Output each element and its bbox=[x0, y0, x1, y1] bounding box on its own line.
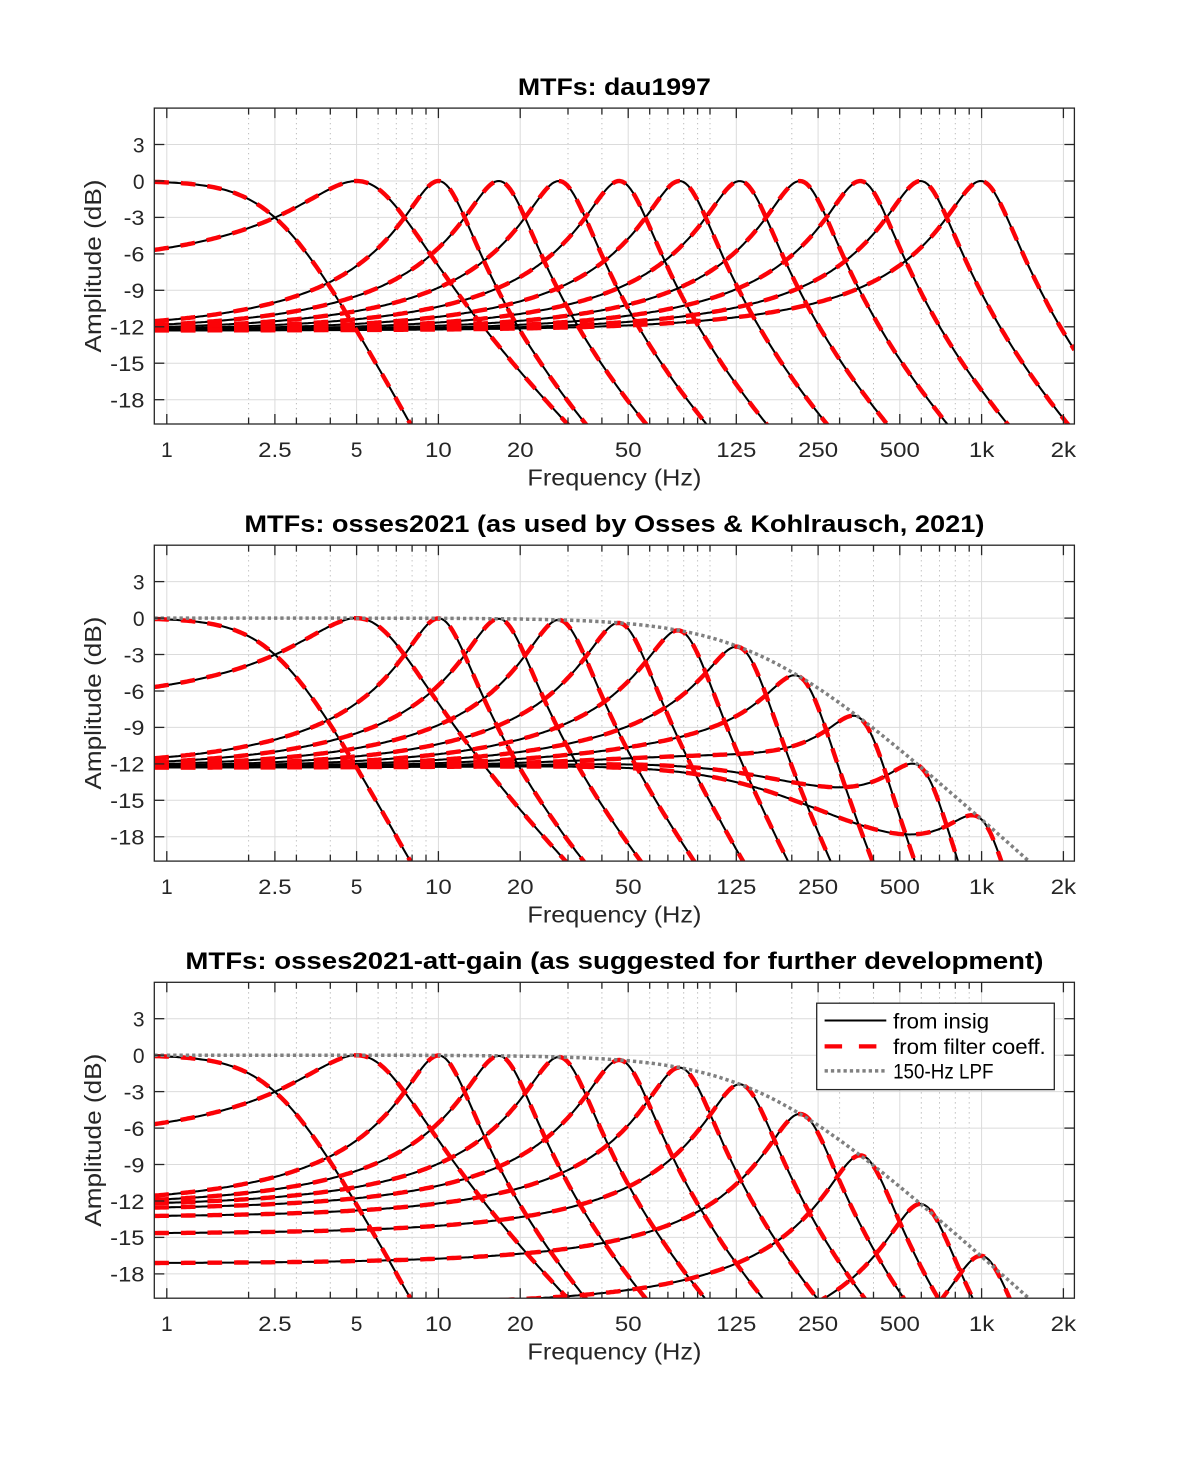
svg-text:MTFs: dau1997: MTFs: dau1997 bbox=[518, 74, 711, 101]
svg-text:5: 5 bbox=[351, 876, 363, 899]
svg-text:1: 1 bbox=[161, 876, 173, 899]
svg-text:Amplitude (dB): Amplitude (dB) bbox=[80, 1054, 106, 1227]
svg-text:10: 10 bbox=[425, 1313, 452, 1336]
svg-text:20: 20 bbox=[507, 1313, 534, 1336]
svg-text:-9: -9 bbox=[124, 717, 145, 740]
svg-text:250: 250 bbox=[798, 439, 838, 462]
svg-text:3: 3 bbox=[133, 1009, 145, 1032]
svg-text:2.5: 2.5 bbox=[258, 1313, 291, 1336]
svg-text:125: 125 bbox=[716, 439, 756, 462]
svg-text:125: 125 bbox=[716, 876, 756, 899]
svg-text:Frequency (Hz): Frequency (Hz) bbox=[527, 1339, 701, 1365]
svg-text:0: 0 bbox=[133, 608, 145, 631]
svg-text:-3: -3 bbox=[124, 207, 145, 230]
svg-text:2k: 2k bbox=[1051, 1313, 1077, 1336]
svg-text:10: 10 bbox=[425, 876, 452, 899]
svg-text:1: 1 bbox=[161, 1313, 173, 1336]
svg-text:2k: 2k bbox=[1051, 439, 1077, 462]
svg-text:0: 0 bbox=[133, 1045, 145, 1068]
svg-text:50: 50 bbox=[615, 1313, 642, 1336]
svg-text:-18: -18 bbox=[110, 827, 144, 850]
svg-text:150-Hz LPF: 150-Hz LPF bbox=[893, 1061, 993, 1084]
svg-text:1k: 1k bbox=[969, 876, 995, 899]
svg-text:10: 10 bbox=[425, 439, 452, 462]
svg-text:-3: -3 bbox=[124, 1081, 145, 1104]
svg-text:3: 3 bbox=[133, 134, 145, 157]
svg-text:250: 250 bbox=[798, 876, 838, 899]
svg-text:50: 50 bbox=[615, 876, 642, 899]
svg-text:500: 500 bbox=[880, 876, 920, 899]
svg-text:-15: -15 bbox=[110, 353, 144, 376]
svg-text:0: 0 bbox=[133, 171, 145, 194]
svg-text:-18: -18 bbox=[110, 1264, 144, 1287]
svg-text:-6: -6 bbox=[124, 244, 145, 267]
svg-text:Amplitude (dB): Amplitude (dB) bbox=[80, 617, 106, 790]
svg-text:2k: 2k bbox=[1051, 876, 1077, 899]
svg-text:-6: -6 bbox=[124, 1118, 145, 1141]
svg-text:125: 125 bbox=[716, 1313, 756, 1336]
svg-text:from filter coeff.: from filter coeff. bbox=[893, 1036, 1046, 1059]
svg-text:5: 5 bbox=[351, 439, 363, 462]
svg-text:-18: -18 bbox=[110, 390, 144, 413]
svg-text:MTFs: osses2021 (as used by Os: MTFs: osses2021 (as used by Osses & Kohl… bbox=[244, 511, 984, 538]
svg-text:Frequency (Hz): Frequency (Hz) bbox=[527, 902, 701, 928]
svg-text:20: 20 bbox=[507, 876, 534, 899]
svg-text:-3: -3 bbox=[124, 644, 145, 667]
svg-text:-6: -6 bbox=[124, 681, 145, 704]
svg-text:-9: -9 bbox=[124, 280, 145, 303]
svg-text:5: 5 bbox=[351, 1313, 363, 1336]
svg-text:Amplitude (dB): Amplitude (dB) bbox=[80, 180, 106, 353]
svg-text:2.5: 2.5 bbox=[258, 876, 291, 899]
svg-text:-12: -12 bbox=[110, 1191, 144, 1214]
svg-text:2.5: 2.5 bbox=[258, 439, 291, 462]
svg-text:from insig: from insig bbox=[893, 1010, 989, 1033]
svg-text:-15: -15 bbox=[110, 790, 144, 813]
svg-text:-12: -12 bbox=[110, 754, 144, 777]
svg-text:500: 500 bbox=[880, 439, 920, 462]
svg-text:MTFs: osses2021-att-gain (as s: MTFs: osses2021-att-gain (as suggested f… bbox=[185, 948, 1043, 975]
svg-text:-9: -9 bbox=[124, 1154, 145, 1177]
svg-text:Frequency (Hz): Frequency (Hz) bbox=[527, 465, 701, 491]
svg-text:3: 3 bbox=[133, 571, 145, 594]
svg-text:250: 250 bbox=[798, 1313, 838, 1336]
svg-text:-12: -12 bbox=[110, 317, 144, 340]
svg-text:20: 20 bbox=[507, 439, 534, 462]
svg-text:1k: 1k bbox=[969, 439, 995, 462]
svg-text:500: 500 bbox=[880, 1313, 920, 1336]
svg-text:-15: -15 bbox=[110, 1227, 144, 1250]
svg-text:1k: 1k bbox=[969, 1313, 995, 1336]
svg-text:50: 50 bbox=[615, 439, 642, 462]
svg-text:1: 1 bbox=[161, 439, 173, 462]
